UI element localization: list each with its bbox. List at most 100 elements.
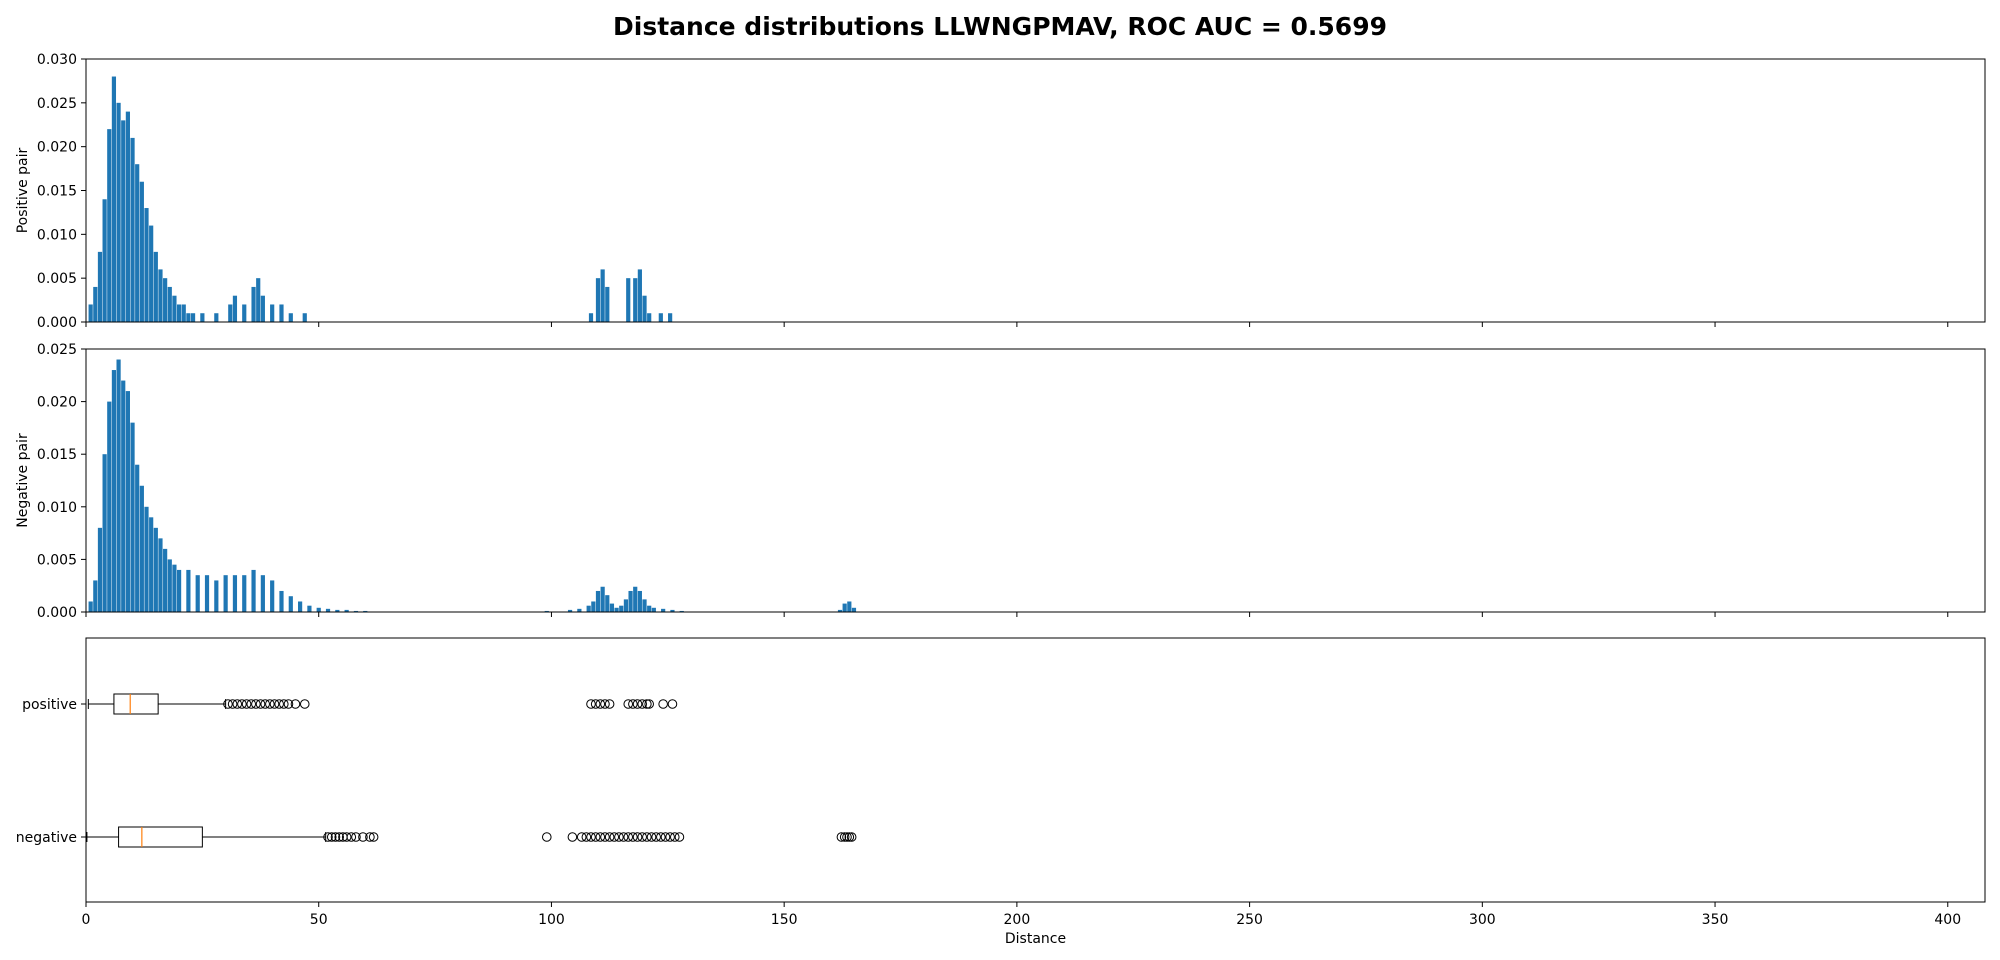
axes-frame (85, 637, 1986, 903)
histogram-bar (633, 586, 638, 612)
outlier-point (290, 699, 301, 709)
histogram-bar (130, 137, 135, 322)
histogram-negative (88, 359, 857, 612)
outlier-point (658, 699, 668, 709)
outlier-point (623, 699, 634, 709)
y-tick-label: 0.000 (37, 605, 77, 621)
histogram-bar (181, 304, 186, 322)
x-tick-label: 50 (310, 912, 328, 928)
outlier-point (223, 699, 233, 709)
histogram-bar (279, 304, 284, 322)
histogram-bar (577, 608, 582, 612)
histogram-bar (651, 607, 656, 612)
histogram-bar (623, 599, 629, 612)
box-iqr (118, 826, 203, 848)
outlier-point (637, 699, 648, 709)
outlier-point (609, 832, 620, 842)
histogram-bar (307, 605, 312, 612)
y-tick-label: 0.005 (37, 271, 77, 287)
outlier-point (334, 832, 345, 842)
histogram-bar (121, 120, 126, 323)
outlier-point (642, 699, 652, 709)
outlier-point (358, 832, 368, 842)
outlier-point (541, 832, 552, 842)
y-tick-label: 0.005 (37, 552, 77, 568)
x-tick-label: 150 (771, 912, 798, 928)
histogram-bar (200, 313, 205, 322)
outlier-point (644, 699, 654, 709)
histogram-bar (158, 538, 163, 612)
histogram-bar (595, 590, 601, 612)
outlier-point (232, 699, 243, 709)
histogram-bar (325, 608, 331, 612)
y-tick-label: 0.030 (37, 52, 77, 68)
histogram-bar (135, 164, 140, 322)
outlier-point (351, 832, 361, 842)
histogram-bar (837, 609, 843, 612)
histogram-bar (93, 580, 98, 612)
histogram-bar (186, 313, 191, 322)
histogram-bar (232, 295, 238, 322)
histogram-bar (591, 601, 596, 612)
outlier-point (600, 832, 610, 842)
histogram-bar (847, 601, 852, 612)
histogram-bar (116, 102, 121, 322)
outlier-point (260, 699, 270, 709)
histogram-bar (172, 295, 177, 322)
outlier-point (604, 832, 615, 842)
histogram-bar (172, 564, 177, 612)
histogram-bar (107, 129, 112, 322)
x-tick-label: 200 (1004, 912, 1031, 928)
histogram-bar (102, 454, 107, 612)
y-tick-label: 0.025 (37, 342, 77, 358)
histogram-bar (595, 278, 601, 322)
histogram-bar (111, 370, 117, 612)
outlier-point (674, 832, 685, 842)
histogram-bar (600, 586, 605, 612)
y-tick-label: 0.020 (37, 140, 77, 156)
histogram-bar (279, 590, 284, 612)
histogram-bar (567, 609, 573, 612)
histogram-bar (93, 286, 98, 322)
outlier-point (642, 832, 652, 842)
outlier-point (669, 832, 680, 842)
histogram-bar (116, 359, 121, 612)
histogram-bar (167, 286, 172, 322)
outlier-point (241, 699, 252, 709)
histogram-positive (88, 76, 673, 323)
outlier-point (265, 699, 275, 709)
y-tick-label: 0.010 (37, 227, 77, 243)
outlier-point (632, 699, 643, 709)
outlier-point (604, 699, 615, 709)
histogram-bar (121, 380, 126, 612)
histogram-bar (149, 517, 154, 612)
histogram-bar (288, 313, 293, 322)
outlier-point (839, 832, 850, 842)
histogram-bar (270, 580, 275, 612)
outlier-point (595, 699, 606, 709)
histogram-bar (214, 580, 219, 612)
histogram-bar (270, 304, 275, 322)
histogram-bar (223, 575, 228, 612)
y-tick-label: 0.020 (37, 395, 77, 411)
outlier-point (576, 832, 587, 842)
histogram-bar (176, 569, 182, 612)
histogram-bar (232, 575, 238, 612)
histogram-bar (97, 251, 103, 322)
outlier-point (614, 832, 624, 842)
histogram-bar (158, 269, 163, 322)
histogram-bar (125, 111, 130, 322)
histogram-bar (228, 304, 233, 322)
y-axis-label: Positive pair (15, 147, 31, 233)
histogram-bar (176, 304, 182, 322)
outlier-point (368, 832, 379, 842)
x-tick-label: 300 (1469, 912, 1496, 928)
histogram-bar (125, 391, 130, 612)
outlier-point (646, 832, 657, 842)
y-tick-label: 0.010 (37, 500, 77, 516)
histogram-bar (88, 304, 93, 322)
outlier-point (665, 832, 675, 842)
histogram-bar (149, 225, 154, 322)
box-iqr (113, 693, 159, 715)
outlier-point (628, 832, 638, 842)
